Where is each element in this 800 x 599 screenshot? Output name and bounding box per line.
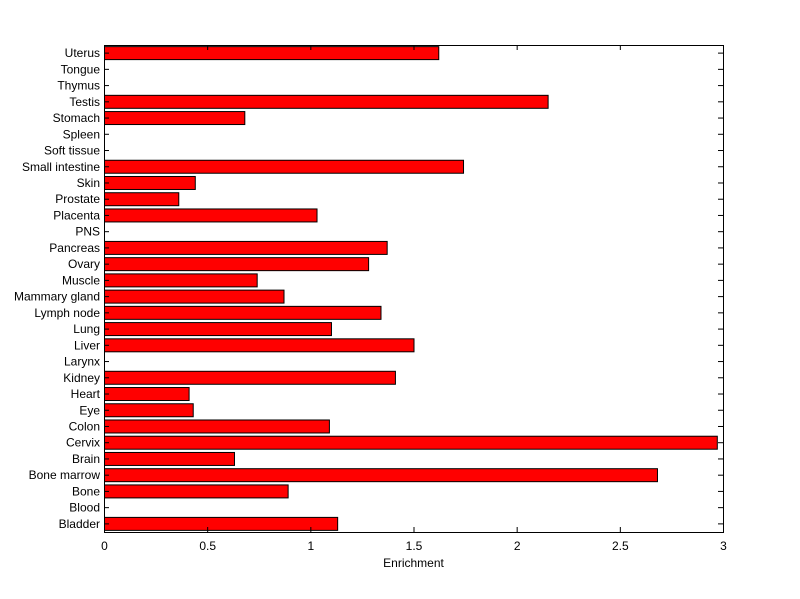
bar-stomach	[104, 111, 246, 126]
y-tick-label: Prostate	[55, 192, 100, 206]
y-tick-label: Brain	[72, 452, 100, 466]
y-tick-label: Stomach	[53, 111, 100, 125]
bar-ovary	[104, 257, 370, 272]
bar-cervix	[104, 435, 718, 450]
tick-labels-layer: Uterus Tongue Thymus Testis Stomach Spleen Sof…	[14, 46, 727, 553]
y-tick-label: Skin	[77, 176, 100, 190]
bar-lymph-node	[104, 305, 382, 320]
bar-colon	[104, 419, 330, 434]
y-tick-label: Pancreas	[49, 241, 100, 255]
bars-layer	[104, 46, 718, 531]
y-tick-label: Thymus	[57, 79, 100, 93]
bar-testis	[104, 94, 549, 109]
y-tick-label: Muscle	[62, 273, 100, 287]
bar-mammary-gland	[104, 289, 285, 304]
y-tick-label: Lung	[73, 322, 100, 336]
y-tick-label: Bladder	[59, 517, 100, 531]
y-tick-label: Tongue	[61, 62, 101, 76]
bar-bone	[104, 484, 289, 499]
y-tick-label: Placenta	[53, 208, 100, 222]
ticks-layer	[104, 45, 724, 532]
bar-small-intestine	[104, 159, 465, 174]
bar-pancreas	[104, 240, 388, 255]
bar-skin	[104, 175, 196, 190]
bar-muscle	[104, 273, 258, 288]
bar-bone-marrow	[104, 468, 658, 483]
y-tick-label: Testis	[69, 95, 100, 109]
bar-prostate	[104, 192, 180, 207]
bar-lung	[104, 322, 332, 337]
y-tick-label: Kidney	[63, 371, 100, 385]
y-tick-label: Lymph node	[34, 306, 100, 320]
x-tick-label: 1	[307, 539, 314, 553]
bar-placenta	[104, 208, 318, 223]
bar-kidney	[104, 370, 396, 385]
y-tick-label: Bone marrow	[29, 468, 101, 482]
y-tick-label: Eye	[79, 403, 100, 417]
bar-brain	[104, 451, 235, 466]
x-tick-label: 1.5	[406, 539, 423, 553]
x-tick-label: 0.5	[199, 539, 216, 553]
bar-liver	[104, 338, 415, 353]
bar-uterus	[104, 46, 440, 61]
y-tick-label: Liver	[74, 338, 100, 352]
y-tick-label: Soft tissue	[44, 144, 100, 158]
y-tick-label: Uterus	[65, 46, 100, 60]
x-tick-label: 0	[101, 539, 108, 553]
y-tick-label: Spleen	[63, 127, 100, 141]
y-tick-label: Heart	[71, 387, 101, 401]
y-tick-label: Blood	[69, 501, 100, 515]
bar-eye	[104, 403, 194, 418]
y-tick-label: Mammary gland	[14, 290, 100, 304]
y-tick-label: Ovary	[68, 257, 100, 271]
x-tick-label: 2.5	[612, 539, 629, 553]
y-tick-label: Small intestine	[22, 160, 100, 174]
x-axis-label: Enrichment	[383, 556, 444, 570]
bar-heart	[104, 387, 190, 402]
y-tick-label: Colon	[69, 419, 100, 433]
y-tick-label: Larynx	[64, 355, 100, 369]
y-tick-label: PNS	[75, 225, 100, 239]
bar-bladder	[104, 516, 339, 531]
y-tick-label: Cervix	[66, 436, 100, 450]
y-tick-label: Bone	[72, 484, 100, 498]
x-tick-label: 2	[514, 539, 521, 553]
x-tick-label: 3	[720, 539, 727, 553]
